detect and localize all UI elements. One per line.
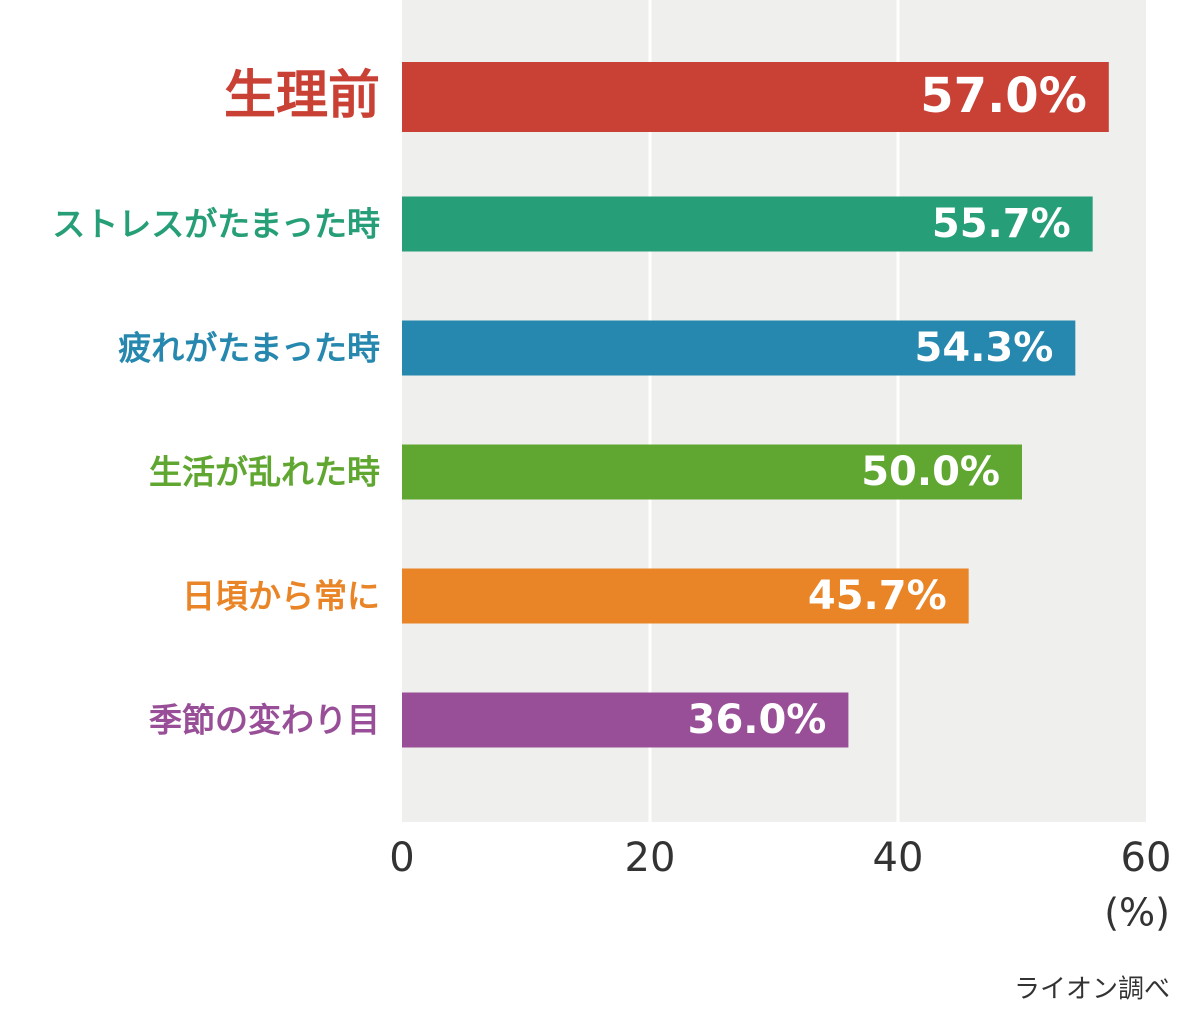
bar: [402, 196, 1093, 252]
value-label: 45.7%: [808, 573, 947, 619]
x-tick-label: 0: [389, 835, 414, 881]
category-label: 生活が乱れた時: [149, 453, 380, 492]
category-label: 日頃から常に: [182, 577, 380, 616]
category-label: 疲れがたまった時: [118, 329, 380, 368]
bar: [402, 320, 1076, 376]
value-label: 54.3%: [915, 325, 1054, 371]
value-label: 55.7%: [932, 201, 1071, 247]
category-label: 生理前: [224, 66, 380, 126]
bar: [402, 568, 969, 624]
x-tick-label: 40: [873, 835, 924, 881]
source-note: ライオン調べ: [1014, 975, 1170, 1005]
x-tick-label: 20: [625, 835, 676, 881]
value-label: 50.0%: [861, 449, 1000, 495]
bar: [402, 62, 1109, 132]
value-label: 57.0%: [920, 68, 1087, 124]
category-label: ストレスがたまった時: [52, 205, 380, 244]
category-label: 季節の変わり目: [149, 701, 380, 740]
plot-background: [402, 0, 1146, 822]
bar: [402, 692, 849, 748]
x-tick-label: 60: [1121, 835, 1172, 881]
unit-label: (%): [1104, 891, 1170, 935]
value-label: 36.0%: [688, 697, 827, 743]
bar: [402, 444, 1022, 500]
